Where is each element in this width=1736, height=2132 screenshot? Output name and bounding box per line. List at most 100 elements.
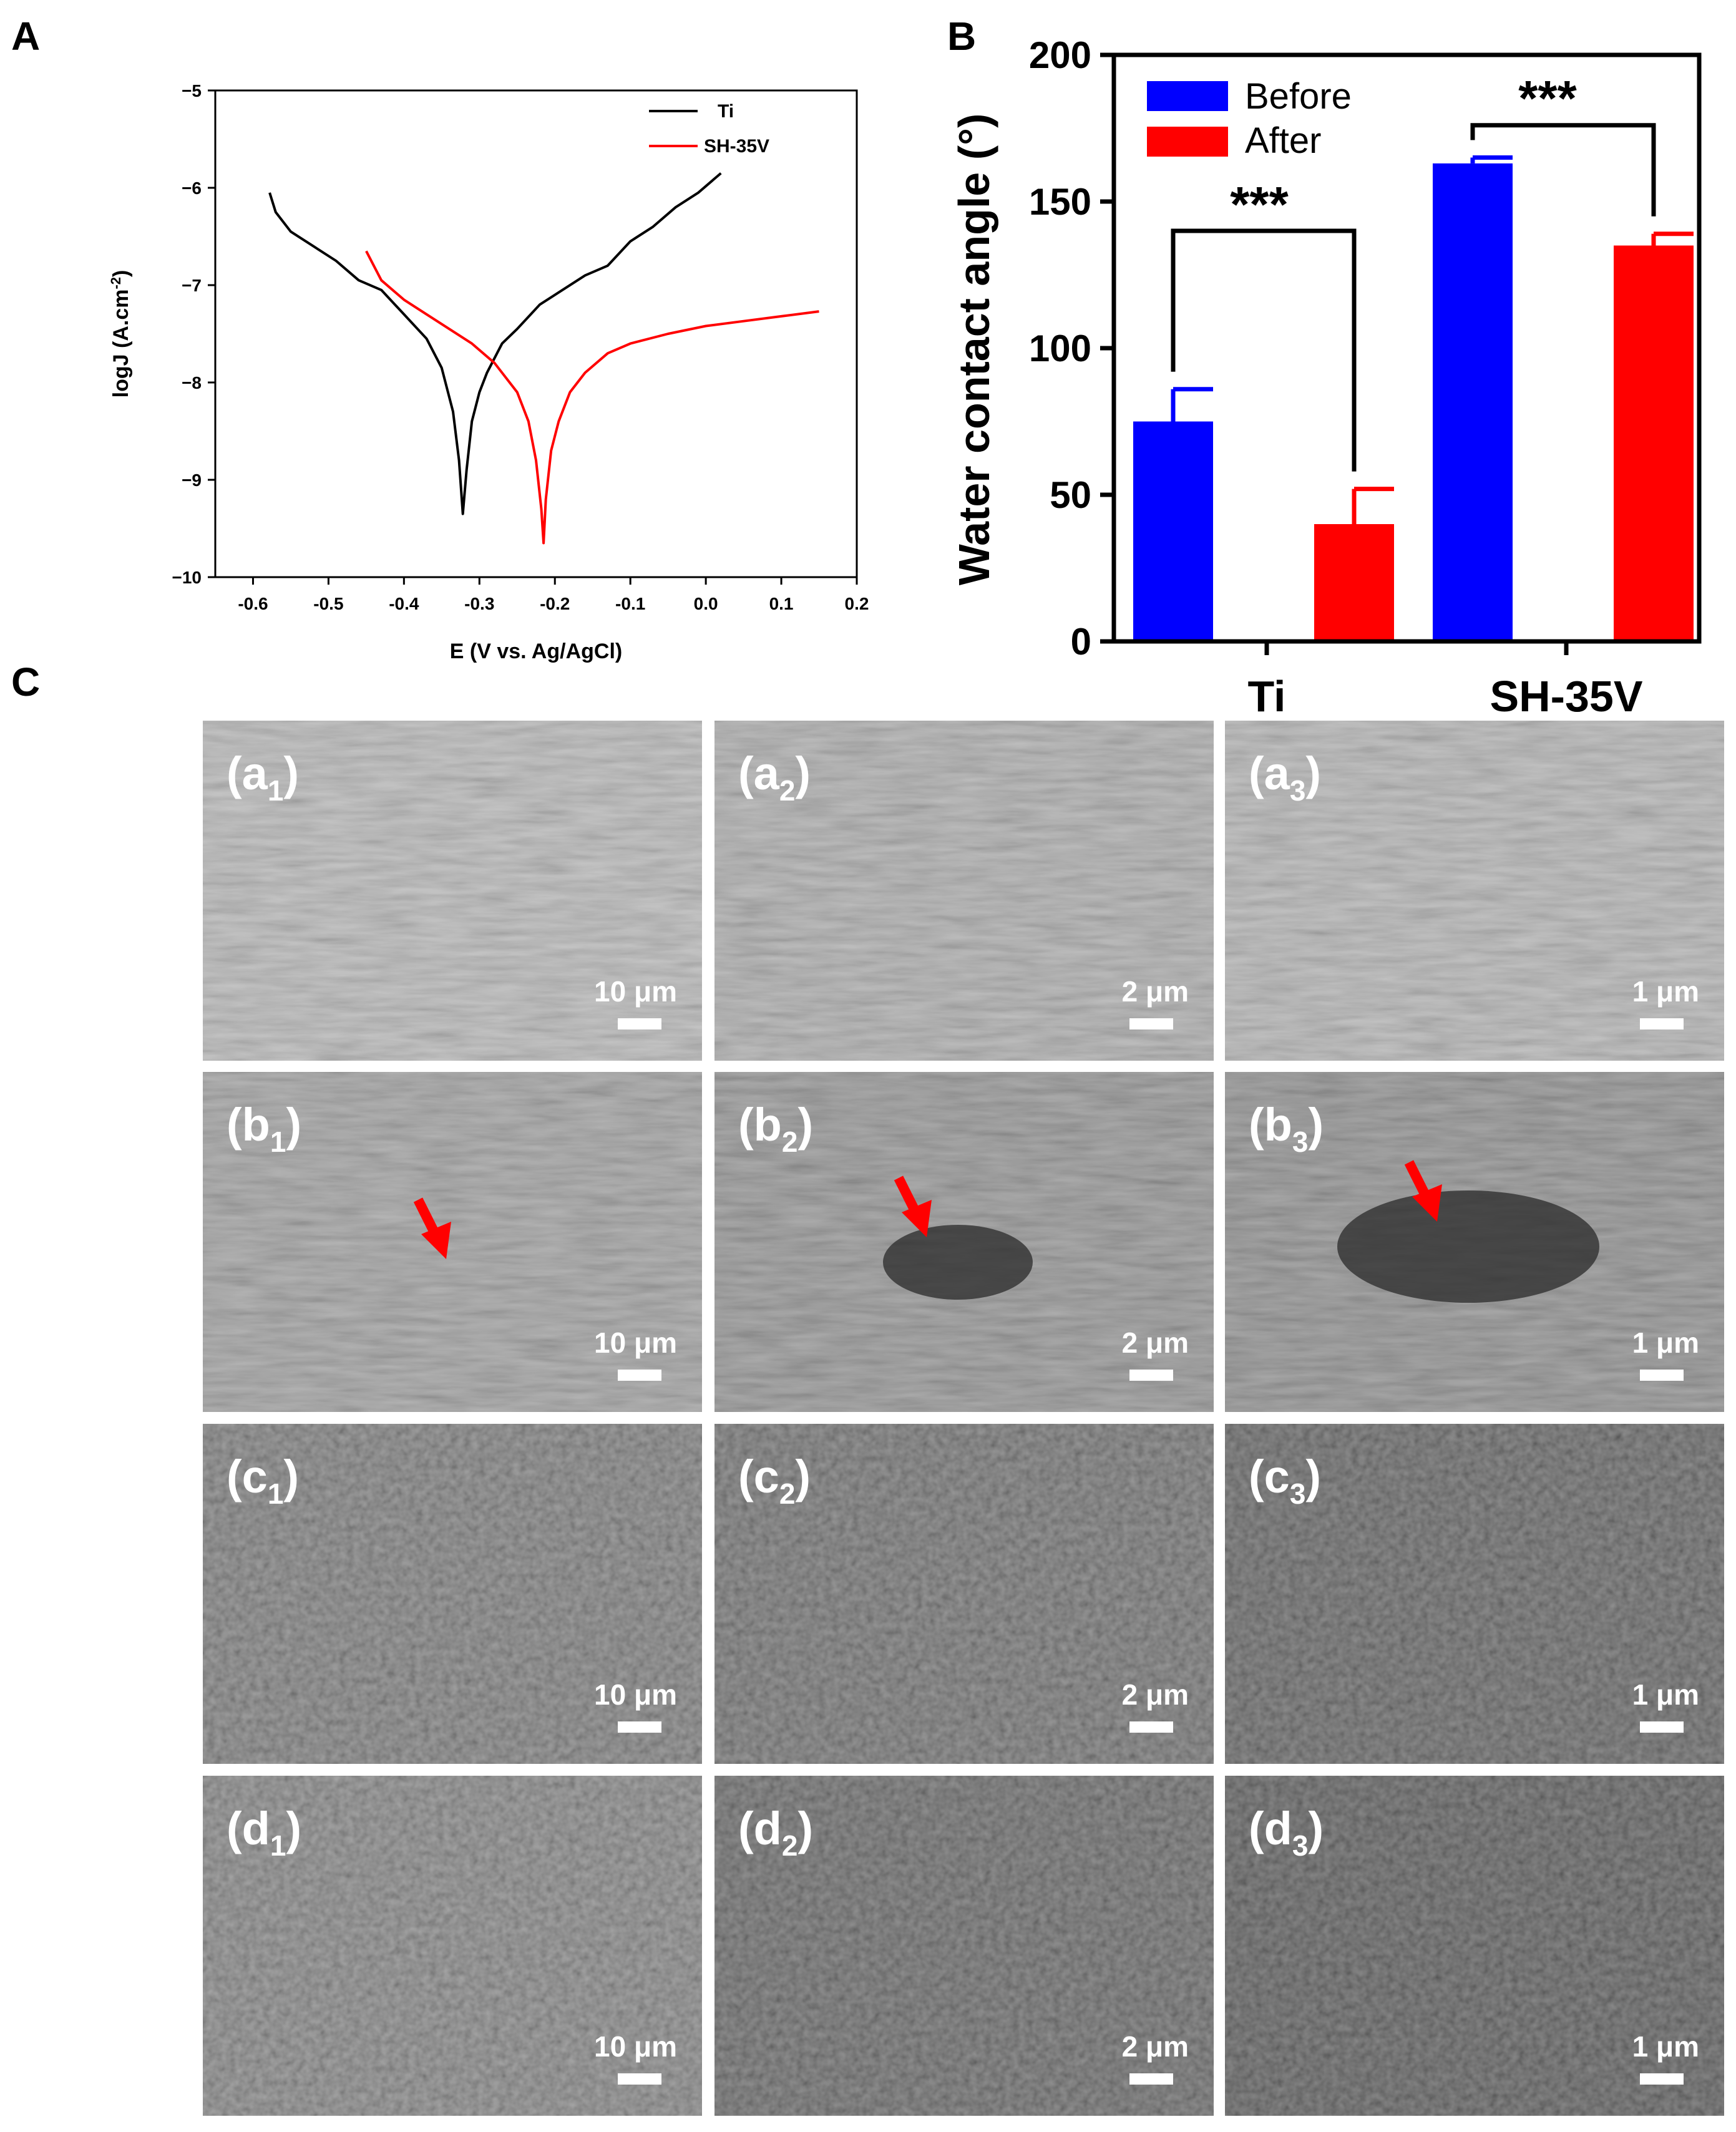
- significance-bracket: [1470, 123, 1656, 217]
- legend-swatch-before: [1147, 81, 1228, 111]
- y-tick-label: −8: [182, 373, 202, 392]
- bar-before-sh-35v: [1433, 163, 1513, 641]
- y-tick-label: −6: [182, 178, 202, 198]
- red-arrow-head: [902, 1200, 932, 1237]
- legend-label-sh35v: SH-35V: [704, 136, 769, 157]
- scale-bar-label: 10 μm: [594, 1326, 677, 1359]
- sem-image-b2: (b2) 2 μm: [714, 1072, 1214, 1412]
- sem-texture: [1225, 1776, 1724, 2116]
- scale-bar: [618, 1721, 661, 1733]
- sem-image-d1: (d1) 10 μm: [203, 1776, 702, 2116]
- sem-image-a1: (a1) 10 μm: [203, 721, 702, 1061]
- sem-texture: [203, 721, 702, 1061]
- x-tick-label: 0.0: [694, 594, 718, 613]
- sem-image-a2: (a2) 2 μm: [714, 721, 1214, 1061]
- contact-angle-chart: 0 50 100 150 200 Before After *** *** Ti SH-…: [950, 34, 1702, 721]
- series-line-sh-35v: [365, 250, 819, 545]
- sem-image-b3: (b3) 1 μm: [1225, 1072, 1724, 1412]
- series-line-ti: [268, 172, 722, 515]
- sem-panel-label: (c3): [1249, 1451, 1321, 1510]
- significance-ti: ***: [1230, 177, 1289, 232]
- y-tick-label: 150: [1029, 181, 1091, 223]
- scale-bar-label: 2 μm: [1122, 2030, 1189, 2063]
- chart-b-y-label: Water contact angle (°): [950, 114, 998, 586]
- scale-bar: [1129, 1721, 1173, 1733]
- sem-image-d2: (d2) 2 μm: [714, 1776, 1214, 2116]
- scale-bar-label: 2 μm: [1122, 1678, 1189, 1711]
- sem-panel-label: (d2): [738, 1803, 813, 1862]
- sem-panel-label: (a2): [738, 747, 811, 807]
- sem-texture: [714, 721, 1214, 1061]
- corrosion-pit: [1337, 1190, 1599, 1303]
- chart-a-x-label: E (V vs. Ag/AgCl): [450, 640, 622, 663]
- red-arrow-head: [421, 1222, 451, 1259]
- scale-bar-label: 10 μm: [594, 1678, 677, 1711]
- scale-bar-label: 1 μm: [1632, 1678, 1699, 1711]
- x-tick-label: -0.1: [615, 594, 645, 613]
- legend-label-after: After: [1245, 120, 1322, 161]
- sem-panel-label: (d3): [1249, 1803, 1324, 1862]
- corrosion-pit: [883, 1225, 1033, 1300]
- bar-after-ti: [1314, 524, 1394, 641]
- y-tick-label: 200: [1029, 34, 1091, 76]
- scale-bar-label: 1 μm: [1632, 2030, 1699, 2063]
- scale-bar: [1640, 2073, 1684, 2085]
- scale-bar-label: 1 μm: [1632, 975, 1699, 1008]
- scale-bar: [618, 1370, 661, 1381]
- scale-bar: [1640, 1721, 1684, 1733]
- sem-image-b1: (b1) 10 μm: [203, 1072, 702, 1412]
- x-tick-label: -0.5: [313, 594, 343, 613]
- legend-label-before: Before: [1245, 76, 1352, 117]
- y-tick-label: −7: [182, 276, 202, 295]
- x-tick-label: -0.2: [540, 594, 570, 613]
- sem-panel-label: (c2): [738, 1451, 811, 1510]
- scale-bar: [1640, 1018, 1684, 1029]
- legend-label-ti: Ti: [718, 101, 734, 122]
- y-tick-label: 50: [1050, 474, 1091, 516]
- sem-image-c1: (c1) 10 μm: [203, 1424, 702, 1764]
- sem-image-d3: (d3) 1 μm: [1225, 1776, 1724, 2116]
- scale-bar-label: 10 μm: [594, 2030, 677, 2063]
- y-tick-label: 100: [1029, 328, 1091, 369]
- scale-bar-label: 10 μm: [594, 975, 677, 1008]
- x-tick-label: -0.6: [238, 594, 268, 613]
- x-tick-label: 0.2: [845, 594, 869, 613]
- sem-image-grid: (a1) 10 μm (a2) 2 μm (a3) 1 μm (b1) 10 μm (b2) 2 …: [203, 721, 1724, 2116]
- panel-label-c: C: [11, 660, 40, 704]
- scale-bar: [1640, 1370, 1684, 1381]
- red-arrow-head: [1412, 1184, 1442, 1222]
- chart-a-y-label: logJ (A.cm-2): [108, 270, 134, 398]
- y-tick-label: −9: [182, 470, 202, 490]
- scale-bar-label: 2 μm: [1122, 975, 1189, 1008]
- x-tick-label: -0.3: [464, 594, 494, 613]
- panel-label-b: B: [947, 14, 976, 59]
- panel-label-a: A: [11, 14, 40, 59]
- x-tick-label: 0.1: [769, 594, 794, 613]
- sem-panel-label: (b3): [1249, 1099, 1324, 1158]
- scale-bar-label: 2 μm: [1122, 1326, 1189, 1359]
- sem-panel-label: (a3): [1249, 747, 1321, 807]
- scale-bar: [1129, 2073, 1173, 2085]
- significance-bracket: [1171, 228, 1357, 472]
- polarization-chart: -0.6 -0.5 -0.4 -0.3 -0.2 -0.1 0.0 0.1 0.2 −10 −9 −8…: [108, 81, 869, 663]
- sem-texture: [714, 1776, 1214, 2116]
- sem-texture: [203, 1072, 702, 1412]
- sem-panel-label: (b2): [738, 1099, 813, 1158]
- sem-panel-label: (a1): [227, 747, 299, 807]
- sem-image-a3: (a3) 1 μm: [1225, 721, 1724, 1061]
- y-tick-label: 0: [1071, 621, 1091, 663]
- sem-texture: [203, 1424, 702, 1764]
- sem-texture: [1225, 1424, 1724, 1764]
- legend-swatch-after: [1147, 127, 1228, 157]
- scale-bar: [618, 2073, 661, 2085]
- scale-bar: [1129, 1018, 1173, 1029]
- sem-panel-label: (c1): [227, 1451, 299, 1510]
- sem-panel-label: (d1): [227, 1803, 301, 1862]
- scale-bar: [1129, 1370, 1173, 1381]
- sem-image-c3: (c3) 1 μm: [1225, 1424, 1724, 1764]
- scale-bar: [618, 1018, 661, 1029]
- chart-a-frame: [214, 89, 858, 578]
- category-label-sh35v: SH-35V: [1490, 672, 1642, 721]
- x-tick-label: -0.4: [389, 594, 419, 613]
